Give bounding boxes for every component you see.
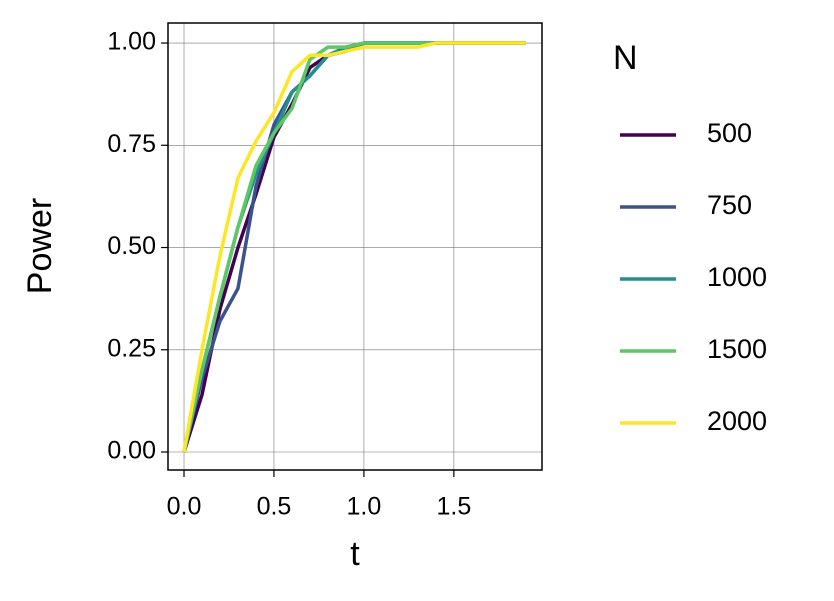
x-axis-title: t bbox=[350, 535, 360, 573]
legend-label: 750 bbox=[707, 190, 752, 220]
y-tick-label: 0.50 bbox=[107, 232, 156, 260]
x-tick-label: 1.5 bbox=[436, 493, 471, 521]
y-tick-label: 0.25 bbox=[107, 334, 156, 362]
y-tick-label: 0.00 bbox=[107, 437, 156, 465]
x-tick-label: 0.5 bbox=[257, 493, 292, 521]
data-line bbox=[182, 41, 526, 453]
x-tick-label: 0.0 bbox=[167, 493, 202, 521]
y-tick-label: 0.75 bbox=[107, 130, 156, 158]
y-axis-title: Power bbox=[21, 198, 59, 294]
x-tick-label: 1.0 bbox=[347, 493, 382, 521]
legend-label: 1500 bbox=[707, 334, 767, 364]
legend-label: 500 bbox=[707, 118, 752, 148]
plot-frame bbox=[167, 22, 543, 471]
y-tick-label: 1.00 bbox=[107, 28, 156, 56]
legend-label: 2000 bbox=[707, 406, 767, 436]
legend-title: N bbox=[613, 39, 638, 77]
legend-label: 1000 bbox=[707, 262, 767, 292]
